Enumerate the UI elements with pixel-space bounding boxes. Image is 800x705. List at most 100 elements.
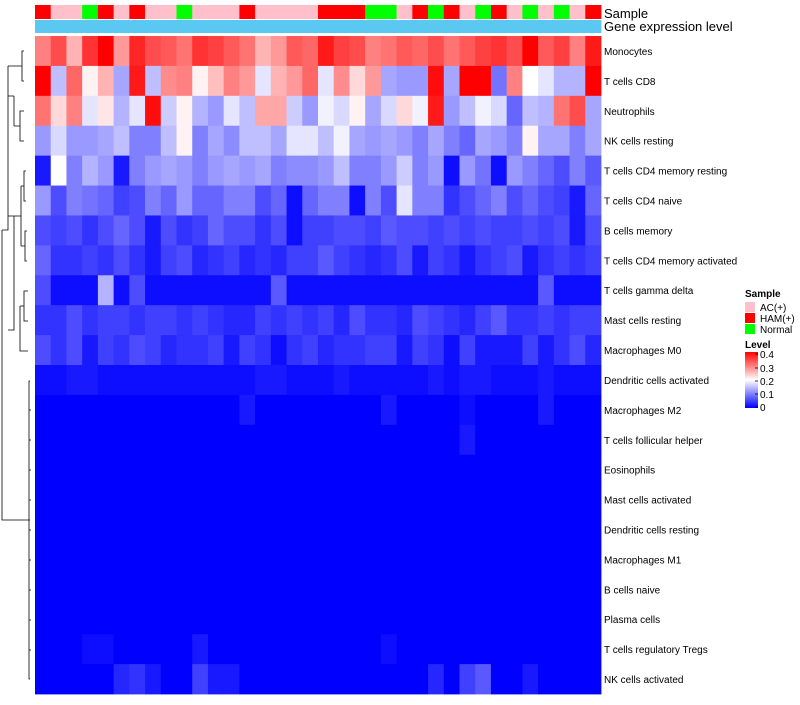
heatmap-cell bbox=[333, 65, 350, 97]
heatmap-cell bbox=[349, 65, 366, 97]
heatmap-cell bbox=[113, 185, 130, 216]
heatmap-cell bbox=[66, 215, 83, 246]
heatmap-cell bbox=[129, 664, 146, 695]
heatmap-cell bbox=[365, 36, 382, 67]
heatmap-cell bbox=[475, 394, 492, 426]
heatmap-cell bbox=[50, 65, 67, 97]
heatmap-cell bbox=[459, 484, 476, 515]
heatmap-cell bbox=[522, 155, 539, 186]
heatmap-cell bbox=[318, 365, 335, 396]
heatmap-cell bbox=[270, 275, 287, 306]
heatmap-cell bbox=[522, 365, 539, 396]
heatmap-cell bbox=[475, 514, 492, 545]
heatmap-cell bbox=[412, 484, 429, 515]
heatmap-cell bbox=[318, 544, 335, 575]
heatmap-cell bbox=[396, 514, 413, 545]
heatmap-cell bbox=[35, 305, 52, 336]
heatmap-cell bbox=[380, 664, 398, 695]
heatmap-cell bbox=[569, 574, 586, 605]
heatmap-cell bbox=[113, 65, 130, 97]
legend-level-title: Level bbox=[745, 340, 771, 351]
heatmap-cell bbox=[239, 544, 256, 575]
expression-annotation-cell bbox=[176, 20, 193, 33]
heatmap-cell bbox=[506, 36, 523, 67]
expression-annotation-cell bbox=[506, 20, 523, 33]
heatmap-cell bbox=[380, 365, 398, 396]
heatmap-cell bbox=[318, 604, 335, 635]
heatmap-cell bbox=[129, 514, 146, 545]
heatmap-cell bbox=[349, 305, 366, 336]
heatmap-cell bbox=[97, 424, 115, 456]
heatmap-cell bbox=[333, 454, 350, 486]
heatmap-cell bbox=[522, 245, 539, 276]
heatmap-cell bbox=[428, 36, 445, 67]
heatmap-cell bbox=[129, 484, 146, 515]
heatmap-cell bbox=[365, 574, 382, 605]
heatmap-cell bbox=[365, 185, 382, 216]
heatmap-cell bbox=[475, 454, 492, 486]
heatmap-cell bbox=[506, 604, 523, 635]
heatmap-cell bbox=[365, 125, 382, 157]
heatmap-cell bbox=[302, 604, 319, 635]
heatmap-cell bbox=[50, 125, 67, 157]
heatmap-cell bbox=[270, 245, 287, 276]
heatmap-cell bbox=[286, 125, 303, 157]
expression-annotation-cell bbox=[270, 20, 287, 33]
heatmap-cell bbox=[443, 574, 460, 605]
heatmap-cell bbox=[255, 574, 272, 605]
heatmap-cell bbox=[113, 424, 130, 456]
heatmap-cell bbox=[255, 305, 272, 336]
heatmap-cell bbox=[160, 544, 177, 575]
heatmap-cell bbox=[66, 185, 83, 216]
heatmap-cell bbox=[113, 36, 130, 67]
heatmap-cell bbox=[318, 394, 335, 426]
heatmap-cell bbox=[207, 215, 225, 246]
heatmap-cell bbox=[223, 484, 240, 515]
heatmap-cell bbox=[333, 484, 350, 515]
heatmap-cell bbox=[270, 514, 287, 545]
heatmap-cell bbox=[459, 125, 476, 157]
heatmap-cell bbox=[443, 664, 460, 695]
heatmap-cell bbox=[192, 574, 209, 605]
heatmap-cell bbox=[459, 275, 476, 306]
heatmap-cell bbox=[490, 634, 508, 665]
heatmap-cell bbox=[270, 36, 287, 67]
heatmap-cell bbox=[506, 95, 523, 127]
heatmap-cell bbox=[97, 125, 115, 157]
heatmap-cell bbox=[97, 275, 115, 306]
legend-level-tick-label: 0.4 bbox=[760, 350, 774, 361]
heatmap-cell bbox=[569, 394, 586, 426]
heatmap-cell bbox=[538, 335, 555, 366]
heatmap-cell bbox=[192, 155, 209, 186]
heatmap-cell bbox=[365, 365, 382, 396]
heatmap-cell bbox=[553, 185, 570, 216]
heatmap-cell bbox=[223, 125, 240, 157]
heatmap-cell bbox=[270, 394, 287, 426]
heatmap-cell bbox=[490, 125, 508, 157]
heatmap-cell bbox=[82, 634, 99, 665]
heatmap-cell bbox=[66, 484, 83, 515]
heatmap-cell bbox=[192, 215, 209, 246]
heatmap-cell bbox=[207, 604, 225, 635]
heatmap-cell bbox=[349, 544, 366, 575]
heatmap-cell bbox=[333, 305, 350, 336]
heatmap-cell bbox=[160, 305, 177, 336]
heatmap-cell bbox=[239, 125, 256, 157]
heatmap-cell bbox=[270, 215, 287, 246]
heatmap-cell bbox=[35, 95, 52, 127]
heatmap-cell bbox=[145, 65, 162, 97]
heatmap-cell bbox=[97, 65, 115, 97]
sample-annotation-cell bbox=[585, 5, 602, 19]
heatmap-cell bbox=[365, 275, 382, 306]
heatmap-cell bbox=[50, 394, 67, 426]
sample-annotation-cell bbox=[35, 5, 52, 19]
heatmap-cell bbox=[522, 574, 539, 605]
heatmap-cell bbox=[396, 245, 413, 276]
heatmap-cell bbox=[538, 604, 555, 635]
heatmap-cell bbox=[365, 335, 382, 366]
heatmap-cell bbox=[35, 155, 52, 186]
heatmap-cell bbox=[569, 185, 586, 216]
heatmap-cell bbox=[538, 245, 555, 276]
heatmap-cell bbox=[412, 125, 429, 157]
heatmap-cell bbox=[490, 185, 508, 216]
